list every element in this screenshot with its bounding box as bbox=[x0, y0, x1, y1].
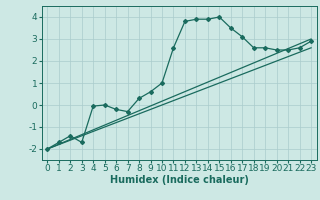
X-axis label: Humidex (Indice chaleur): Humidex (Indice chaleur) bbox=[110, 175, 249, 185]
